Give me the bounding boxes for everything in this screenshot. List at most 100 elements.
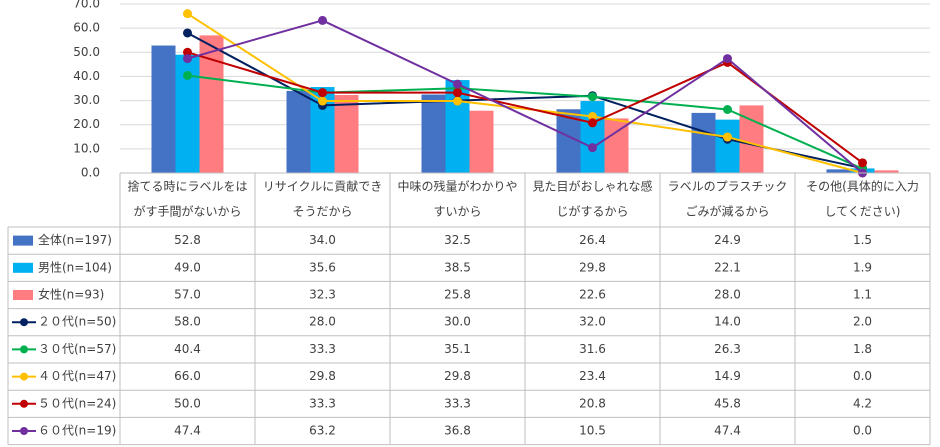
data-label: 2.0 xyxy=(853,315,872,329)
data-label: 38.5 xyxy=(444,260,471,274)
category-label: 捨てる時にラベルをは xyxy=(127,179,247,194)
bar xyxy=(469,110,494,173)
legend-marker xyxy=(20,427,28,435)
line-marker xyxy=(318,88,327,98)
series-name: ６０代(n=19) xyxy=(38,424,116,438)
data-label: 22.6 xyxy=(579,288,606,302)
category-label: してください) xyxy=(825,205,901,219)
data-label: 1.1 xyxy=(853,288,872,302)
data-label: 1.8 xyxy=(853,342,872,356)
data-label: 0.0 xyxy=(853,369,872,383)
data-label: 23.4 xyxy=(579,369,606,383)
data-label: 50.0 xyxy=(174,396,201,410)
series-name: ３０代(n=57) xyxy=(38,342,116,356)
data-label: 29.8 xyxy=(309,369,336,383)
category-label: リサイクルに貢献でき xyxy=(263,179,382,194)
legend-swatch xyxy=(13,290,33,300)
legend-marker xyxy=(20,318,28,327)
data-label: 33.3 xyxy=(309,396,336,410)
line-marker xyxy=(453,79,462,89)
data-label: 63.2 xyxy=(309,424,336,438)
legend-swatch xyxy=(13,262,33,273)
data-label: 52.8 xyxy=(174,233,201,247)
legend-swatch xyxy=(13,235,33,246)
line-marker xyxy=(318,96,327,106)
series-name: ２０代(n=50) xyxy=(38,315,116,329)
line-marker xyxy=(453,96,462,106)
data-label: 1.5 xyxy=(853,233,872,247)
bar xyxy=(199,35,224,174)
bar xyxy=(286,90,311,173)
data-label: 49.0 xyxy=(174,260,201,274)
category-label: ごみが減るから xyxy=(685,204,769,219)
line-marker xyxy=(723,105,732,115)
data-label: 29.8 xyxy=(579,260,606,274)
line-marker xyxy=(318,15,327,25)
series-name: 女性(n=93) xyxy=(38,287,104,302)
bar xyxy=(691,112,716,173)
data-label: 32.0 xyxy=(579,315,606,329)
line-marker xyxy=(183,47,192,57)
category-label: すいから xyxy=(433,205,481,219)
category-label: そうだから xyxy=(292,205,352,219)
data-label: 36.8 xyxy=(444,424,471,438)
y-tick-label: 70.0 xyxy=(73,0,100,11)
bar xyxy=(334,95,359,173)
bar xyxy=(874,170,899,173)
bar xyxy=(151,45,176,174)
line-marker xyxy=(858,158,867,168)
category-label: その他(具体的に入力 xyxy=(806,179,919,194)
line-marker xyxy=(723,132,732,142)
data-label: 58.0 xyxy=(174,315,201,329)
data-label: 10.5 xyxy=(579,424,606,438)
data-label: 33.3 xyxy=(309,342,336,356)
data-label: 40.4 xyxy=(174,342,201,356)
data-label: 28.0 xyxy=(714,288,741,302)
category-label: ラベルのプラスチック xyxy=(668,180,788,194)
data-label: 47.4 xyxy=(174,424,201,438)
legend-marker xyxy=(20,372,28,381)
bar xyxy=(715,119,740,173)
data-label: 25.8 xyxy=(444,288,471,302)
line-marker xyxy=(183,54,192,64)
data-label: 1.9 xyxy=(853,260,872,274)
data-label: 14.0 xyxy=(714,315,741,329)
data-label: 28.0 xyxy=(309,315,336,329)
y-tick-label: 30.0 xyxy=(73,93,100,107)
series-name: ５０代(n=24) xyxy=(38,396,116,410)
category-label: じがするから xyxy=(556,204,628,219)
bar xyxy=(826,169,851,173)
data-label: 66.0 xyxy=(174,369,201,383)
line-marker xyxy=(453,88,462,98)
line-marker xyxy=(183,9,192,19)
series-line xyxy=(187,19,864,174)
y-axis-ticks: 0.0 10.0 20.0 30.0 40.0 50.0 60.0 70.0 xyxy=(73,0,100,180)
gridlines xyxy=(120,3,930,174)
y-tick-label: 10.0 xyxy=(73,141,100,155)
data-label: 24.9 xyxy=(714,233,741,247)
bar xyxy=(580,101,605,173)
data-label: 26.4 xyxy=(579,233,606,247)
line-marker xyxy=(183,28,192,38)
data-label: 32.5 xyxy=(444,233,471,247)
legend-marker xyxy=(20,399,28,408)
category-label: がす手間がないから xyxy=(133,204,241,219)
line-marker xyxy=(183,70,192,80)
y-tick-label: 60.0 xyxy=(73,21,100,35)
data-label: 4.2 xyxy=(853,396,872,410)
series-name: 全体(n=197) xyxy=(38,232,112,247)
category-label: 中味の残量がわかりや xyxy=(397,179,517,194)
series-name: 男性(n=104) xyxy=(38,260,112,274)
data-label: 35.6 xyxy=(309,260,336,274)
data-label: 0.0 xyxy=(853,424,872,438)
bar xyxy=(421,94,446,173)
line-marker xyxy=(588,112,597,122)
line-marker xyxy=(588,118,597,128)
data-label: 20.8 xyxy=(579,396,606,410)
series-line xyxy=(187,51,864,164)
data-label: 34.0 xyxy=(309,233,336,247)
y-tick-label: 40.0 xyxy=(73,69,100,83)
legend-marker xyxy=(20,345,28,354)
line-marker xyxy=(588,143,597,153)
